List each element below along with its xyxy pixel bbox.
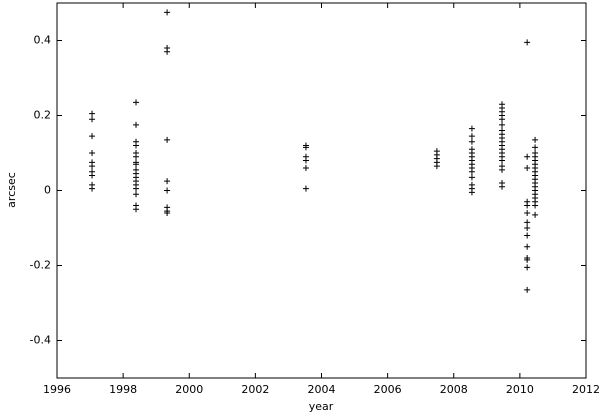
point [524, 202, 531, 209]
point [499, 166, 506, 173]
point [302, 144, 309, 151]
x-tick-label: 1996 [43, 383, 71, 396]
point [524, 264, 531, 271]
y-tick-label: -0.2 [30, 259, 51, 272]
x-tick-label: 2008 [440, 383, 468, 396]
x-tick-label: 2006 [374, 383, 402, 396]
point [468, 125, 475, 132]
point [524, 165, 531, 171]
point [133, 99, 140, 106]
point [164, 178, 171, 185]
point [302, 165, 309, 171]
point [524, 153, 531, 160]
x-tick-label: 2004 [308, 383, 336, 396]
point [133, 161, 140, 168]
point [133, 191, 140, 198]
point [89, 110, 96, 117]
point [468, 189, 475, 196]
point [524, 232, 531, 239]
point [532, 144, 539, 151]
point [89, 133, 96, 140]
point [524, 210, 531, 216]
point [164, 136, 171, 143]
point [133, 142, 140, 149]
y-tick-label: -0.4 [30, 334, 51, 347]
point [499, 183, 506, 190]
point [89, 172, 96, 179]
point [499, 157, 506, 164]
point [89, 185, 96, 192]
x-tick-label: 2002 [241, 383, 269, 396]
point [133, 121, 140, 128]
point [133, 185, 140, 192]
point [433, 163, 440, 170]
y-tick-label: 0.4 [34, 34, 52, 47]
point [164, 9, 171, 16]
point [133, 206, 140, 213]
point [468, 138, 475, 145]
x-tick-label: 1998 [109, 383, 137, 396]
point [532, 136, 539, 143]
y-tick-label: 0.2 [34, 109, 52, 122]
y-tick-label: 0 [44, 184, 51, 197]
point [524, 39, 531, 46]
point [532, 211, 539, 218]
point [302, 185, 309, 192]
point [532, 202, 539, 209]
point [499, 121, 506, 128]
point [468, 168, 475, 175]
x-axis-label: year [309, 400, 334, 413]
x-tick-label: 2012 [572, 383, 600, 396]
point [164, 210, 171, 216]
point [89, 116, 96, 123]
point [468, 133, 475, 140]
point [524, 256, 531, 263]
point [524, 243, 531, 250]
point [89, 150, 96, 156]
point [524, 225, 531, 231]
x-tick-label: 2000 [175, 383, 203, 396]
point [89, 163, 96, 170]
point [468, 174, 475, 181]
point [133, 153, 140, 160]
point [499, 116, 506, 123]
point [524, 286, 531, 293]
point [164, 187, 171, 194]
point [164, 48, 171, 55]
point [302, 157, 309, 164]
y-axis-label: arcsec [5, 172, 18, 208]
point [524, 219, 531, 226]
x-tick-label: 2010 [506, 383, 534, 396]
